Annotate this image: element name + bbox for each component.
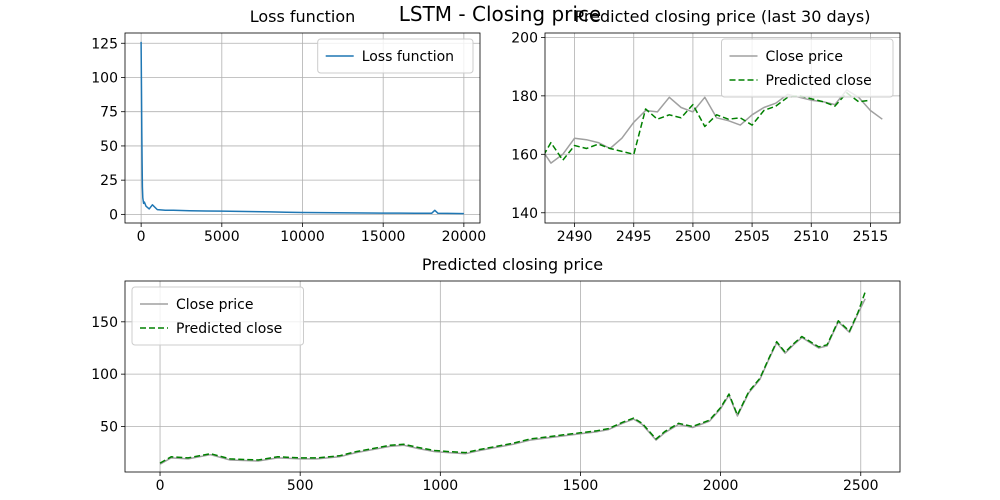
- series-line-loss-function: [140, 41, 464, 215]
- y-tick-label: 100: [91, 70, 118, 86]
- x-tick-label: 5000: [204, 229, 240, 245]
- series-group: [159, 292, 866, 465]
- series-group: [140, 41, 464, 215]
- chart-title: Predicted closing price (last 30 days): [575, 7, 871, 26]
- y-tick-label: 50: [100, 419, 118, 435]
- y-tick-label: 0: [109, 207, 118, 223]
- y-tick-label: 125: [91, 36, 118, 52]
- figure-title: LSTM - Closing price: [398, 2, 602, 26]
- y-tick-label: 180: [511, 89, 538, 105]
- x-tick-label: 1000: [423, 478, 459, 494]
- loss-function-chart: 0 5000 10000 15000 20000 0 25 50 75 100 125 Loss fu…: [91, 7, 486, 245]
- legend-label-predicted-close: Predicted close: [176, 321, 282, 337]
- x-tick-label: 2500: [843, 478, 879, 494]
- axes-frame: [124, 280, 901, 473]
- legend-box: [721, 38, 894, 98]
- x-tick-label: 10000: [280, 229, 325, 245]
- x-tick-label: 2000: [703, 478, 739, 494]
- legend-label-loss-function: Loss function: [362, 49, 454, 65]
- y-tick-label: 50: [100, 139, 118, 155]
- x-tick-label: 2495: [616, 229, 652, 245]
- legend-box: [131, 286, 304, 346]
- legend-box: [317, 38, 474, 74]
- series-line-predicted-close: [159, 292, 866, 464]
- x-tick-label: 2490: [557, 229, 593, 245]
- last-30-days-chart: 2490 2495 2500 2505 2510 2515 140 160 180 200 Pred…: [511, 7, 901, 245]
- legend: Close price Predicted close: [721, 38, 894, 98]
- legend-label-close-price: Close price: [766, 49, 843, 65]
- axes-frame: [544, 32, 901, 224]
- legend: Close price Predicted close: [131, 286, 304, 346]
- x-tick-label: 1500: [563, 478, 599, 494]
- chart-title: Predicted closing price: [422, 255, 603, 274]
- legend-label-close-price: Close price: [176, 297, 253, 313]
- x-tick-label: 2505: [734, 229, 770, 245]
- legend: Loss function: [317, 38, 474, 74]
- y-tick-label: 150: [91, 315, 118, 331]
- full-history-chart: 0 500 1000 1500 2000 2500 50 100 150 Predicted cl…: [91, 255, 901, 494]
- chart-title: Loss function: [250, 7, 356, 26]
- x-tick-label: 20000: [442, 229, 487, 245]
- y-tick-label: 100: [91, 367, 118, 383]
- x-tick-label: 2515: [853, 229, 889, 245]
- x-tick-label: 0: [137, 229, 146, 245]
- y-tick-label: 75: [100, 105, 118, 121]
- x-tick-label: 2510: [793, 229, 829, 245]
- x-tick-label: 15000: [361, 229, 406, 245]
- y-tick-label: 25: [100, 173, 118, 189]
- y-tick-label: 140: [511, 206, 538, 222]
- series-line-predicted-close: [545, 92, 871, 161]
- legend-label-predicted-close: Predicted close: [766, 73, 872, 89]
- x-tick-label: 2500: [675, 229, 711, 245]
- x-tick-label: 500: [287, 478, 314, 494]
- series-line-close-price: [545, 89, 883, 164]
- x-tick-label: 0: [156, 478, 165, 494]
- axes-frame: [124, 32, 481, 224]
- series-group: [545, 89, 883, 164]
- y-tick-label: 200: [511, 30, 538, 46]
- y-tick-label: 160: [511, 147, 538, 163]
